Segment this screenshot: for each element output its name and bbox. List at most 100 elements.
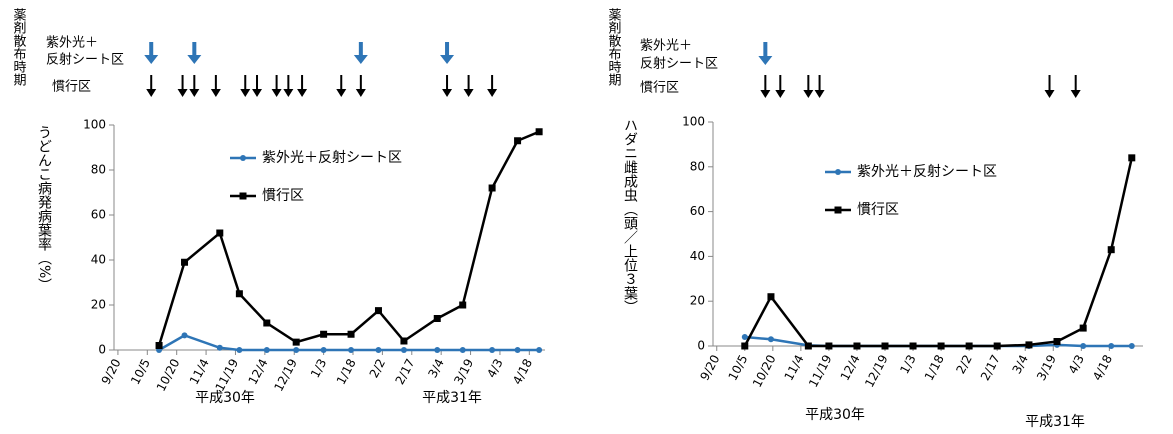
y-tick-label: 100 xyxy=(682,115,705,129)
marker xyxy=(1053,338,1061,346)
marker xyxy=(1080,343,1087,349)
spray-arrow xyxy=(442,75,453,97)
x-tick-label: 11/4 xyxy=(187,356,212,386)
x-tick-label: 3/19 xyxy=(1034,352,1059,382)
spray-label: 薬剤散布時期 xyxy=(11,8,27,87)
spray-row-label: 慣行区 xyxy=(640,80,679,96)
x-group-label: 平成31年 xyxy=(1025,414,1085,430)
marker xyxy=(181,332,188,339)
spray-arrow xyxy=(210,75,221,97)
marker xyxy=(155,342,163,349)
spray-arrow xyxy=(463,75,474,97)
y-tick-label: 20 xyxy=(690,294,705,308)
x-tick-label: 10/20 xyxy=(154,356,183,393)
x-tick-label: 1/18 xyxy=(922,352,947,382)
x-tick-label: 9/20 xyxy=(99,356,124,386)
spray-row-label: 紫外光＋ xyxy=(46,36,98,51)
y-axis-title: ハダニ雌成虫（頭／上位３葉） xyxy=(622,118,638,314)
marker xyxy=(236,347,243,353)
spray-arrow xyxy=(252,75,263,97)
spray-arrow xyxy=(189,75,200,97)
y-axis-title: うどんこ病発病葉率（%） xyxy=(36,125,52,292)
x-tick-label: 3/4 xyxy=(425,356,446,380)
marker xyxy=(400,337,408,345)
y-tick-label: 40 xyxy=(690,249,705,263)
spray-arrow xyxy=(803,75,814,98)
y-tick-label: 80 xyxy=(91,163,106,177)
x-group-label: 平成31年 xyxy=(422,390,482,406)
spray-row-label: 紫外光＋ xyxy=(640,39,692,54)
marker xyxy=(216,344,223,351)
marker xyxy=(434,347,441,353)
legend-label: 紫外光＋反射シート区 xyxy=(857,164,997,180)
marker xyxy=(909,342,917,350)
spray-arrow xyxy=(144,42,159,64)
legend-label: 紫外光＋反射シート区 xyxy=(262,150,402,166)
legend-marker xyxy=(834,206,842,214)
marker xyxy=(489,347,496,353)
x-tick-label: 12/4 xyxy=(246,356,271,386)
marker xyxy=(320,330,328,338)
spray-arrow xyxy=(355,75,366,97)
spray-arrow xyxy=(775,75,786,98)
spray-arrow xyxy=(297,75,308,97)
x-tick-label: 1/18 xyxy=(334,356,359,386)
marker xyxy=(741,342,749,350)
marker xyxy=(1108,343,1115,349)
spray-arrow xyxy=(487,75,498,97)
x-group-label: 平成30年 xyxy=(195,390,255,406)
marker xyxy=(459,301,467,309)
marker xyxy=(1079,324,1087,332)
marker xyxy=(216,229,224,237)
spray-arrow xyxy=(353,42,368,64)
y-tick-label: 40 xyxy=(91,253,106,267)
spray-arrow xyxy=(336,75,347,97)
marker xyxy=(767,293,775,301)
marker xyxy=(433,315,441,322)
marker xyxy=(536,347,543,353)
spray-row-label: 反射シート区 xyxy=(640,56,718,72)
marker xyxy=(767,336,774,343)
x-tick-label: 1/3 xyxy=(308,356,329,380)
marker xyxy=(293,347,300,353)
x-tick-label: 4/18 xyxy=(510,356,535,386)
marker xyxy=(993,342,1001,350)
marker xyxy=(853,342,861,350)
marker xyxy=(937,342,945,350)
x-tick-label: 12/19 xyxy=(862,352,891,389)
spray-arrow xyxy=(758,42,773,65)
spray-label: 薬剤散布時期 xyxy=(606,8,622,87)
x-tick-label: 10/20 xyxy=(750,352,779,389)
x-tick-label: 2/2 xyxy=(367,356,388,380)
marker xyxy=(1025,341,1033,349)
y-tick-label: 0 xyxy=(697,339,705,353)
marker xyxy=(400,347,407,353)
x-tick-label: 9/20 xyxy=(697,352,722,382)
marker xyxy=(1128,154,1136,162)
marker xyxy=(459,347,466,353)
series-line xyxy=(743,157,1133,348)
legend-label: 慣行区 xyxy=(262,187,304,204)
spray-arrow xyxy=(240,75,251,97)
marker xyxy=(488,184,496,192)
spray-arrow xyxy=(271,75,282,97)
marker xyxy=(1107,246,1115,254)
marker xyxy=(514,137,522,145)
y-tick-label: 100 xyxy=(83,118,106,132)
x-tick-label: 11/4 xyxy=(782,352,807,382)
x-tick-label: 4/3 xyxy=(1066,352,1087,376)
x-tick-label: 10/5 xyxy=(128,356,153,386)
marker xyxy=(347,330,355,338)
marker xyxy=(348,347,355,353)
spray-row-label: 反射シート区 xyxy=(46,52,124,68)
spray-arrow xyxy=(187,42,202,64)
x-tick-label: 10/5 xyxy=(726,352,751,382)
marker xyxy=(235,290,243,298)
y-tick-label: 60 xyxy=(690,204,705,218)
spray-arrow xyxy=(1044,75,1055,98)
marker xyxy=(825,342,833,350)
x-tick-label: 2/17 xyxy=(393,356,418,386)
marker xyxy=(375,347,382,353)
x-tick-label: 12/4 xyxy=(838,352,863,382)
